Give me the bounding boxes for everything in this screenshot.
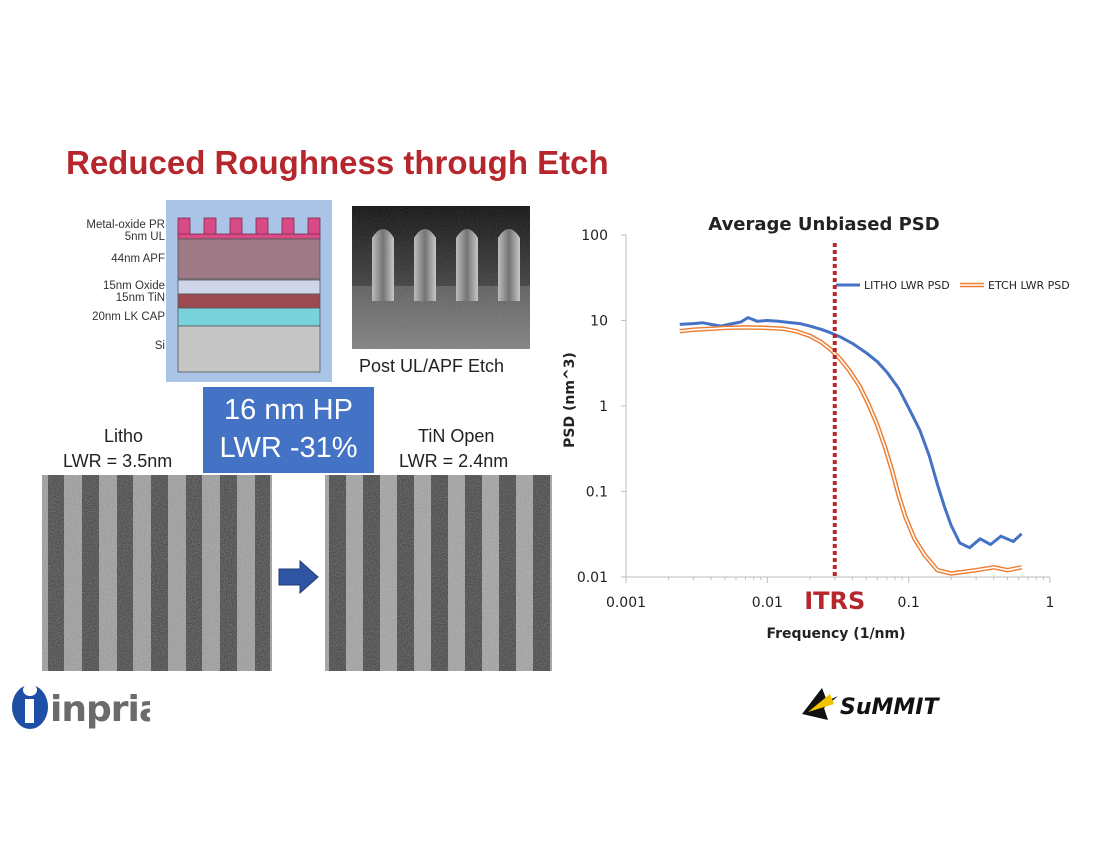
litho-title: Litho <box>104 426 144 446</box>
inpria-logo: inpria <box>10 672 163 737</box>
itrs-label: ITRS <box>804 587 865 615</box>
ul-layer <box>177 233 321 240</box>
si-layer <box>177 325 321 373</box>
tin-open-title: TiN Open <box>418 426 495 446</box>
chart-annotation: ITRS <box>804 243 865 615</box>
y-tick-label: 10 <box>590 314 608 330</box>
inpria-logo-mark <box>12 684 48 729</box>
lkcap-layer <box>177 307 321 327</box>
highlight-box: 16 nm HP LWR -31% <box>203 387 374 473</box>
layer-label-tin: 15nm TiN <box>115 292 165 304</box>
legend-label: LITHO LWR PSD <box>864 279 950 292</box>
x-tick-label: 1 <box>1046 595 1055 611</box>
slide-title: Reduced Roughness through Etch <box>66 144 609 181</box>
y-tick-label: 0.1 <box>586 485 608 501</box>
x-tick-label: 0.1 <box>898 595 920 611</box>
layer-label-lkcap: 20nm LK CAP <box>92 311 165 323</box>
chart-legend: LITHO LWR PSD ETCH LWR PSD <box>836 279 1070 292</box>
highlight-line-2: LWR -31% <box>219 432 358 464</box>
layer-label-oxide: 15nm Oxide <box>102 280 165 292</box>
litho-lwr: LWR = 3.5nm <box>63 451 173 471</box>
chart-series <box>679 316 1023 576</box>
litho-sem-image <box>42 475 272 671</box>
layer-label-ul: 5nm UL <box>124 231 165 243</box>
litho-sem-svg <box>42 475 272 671</box>
summit-logo: SuMMIT <box>800 684 940 729</box>
sem-cross-section-image <box>352 206 530 349</box>
x-tick-label: 0.001 <box>606 595 646 611</box>
apf-layer <box>177 238 321 280</box>
y-axis-label: PSD (nm^3) <box>562 352 578 448</box>
chart-axes: 100 10 1 0.1 0.01 0.001 0.01 0.1 1 <box>577 228 1055 611</box>
y-tick-label: 100 <box>581 228 608 244</box>
x-tick-label: 0.01 <box>752 595 783 611</box>
film-stack-diagram <box>166 200 332 382</box>
series-line-etch-inner <box>679 326 1022 575</box>
highlight-line-1: 16 nm HP <box>224 394 353 426</box>
chart-title: Average Unbiased PSD <box>708 214 939 235</box>
sem-cross-section-svg <box>352 206 530 349</box>
tin-open-sem-svg <box>325 475 552 671</box>
series-line-litho <box>679 316 1023 550</box>
x-axis-label: Frequency (1/nm) <box>766 626 905 642</box>
legend-label: ETCH LWR PSD <box>988 279 1070 292</box>
tin-layer <box>177 293 321 309</box>
oxide-layer <box>177 279 321 295</box>
inpria-logo-text: inpria <box>50 689 150 730</box>
sem-caption: Post UL/APF Etch <box>359 356 505 376</box>
layer-label-si: Si <box>154 340 165 352</box>
pr-lines <box>177 217 321 237</box>
series-line-etch <box>679 325 1023 576</box>
layer-label-apf: 44nm APF <box>111 253 165 265</box>
tin-open-lwr: LWR = 2.4nm <box>399 451 509 471</box>
summit-logo-text: SuMMIT <box>840 695 940 720</box>
psd-chart: Average Unbiased PSD 100 10 1 0.1 0.01 0.001 0… <box>560 200 1090 650</box>
y-tick-label: 0.01 <box>577 570 608 586</box>
psd-chart-svg: Average Unbiased PSD 100 10 1 0.1 0.01 0.001 0… <box>562 214 1070 642</box>
y-tick-label: 1 <box>599 399 608 415</box>
right-arrow-icon <box>278 559 320 599</box>
tin-open-sem-image <box>325 475 552 671</box>
film-stack-svg <box>177 217 321 373</box>
summit-star-icon <box>802 688 838 720</box>
layer-label-pr: Metal-oxide PR <box>86 219 165 231</box>
